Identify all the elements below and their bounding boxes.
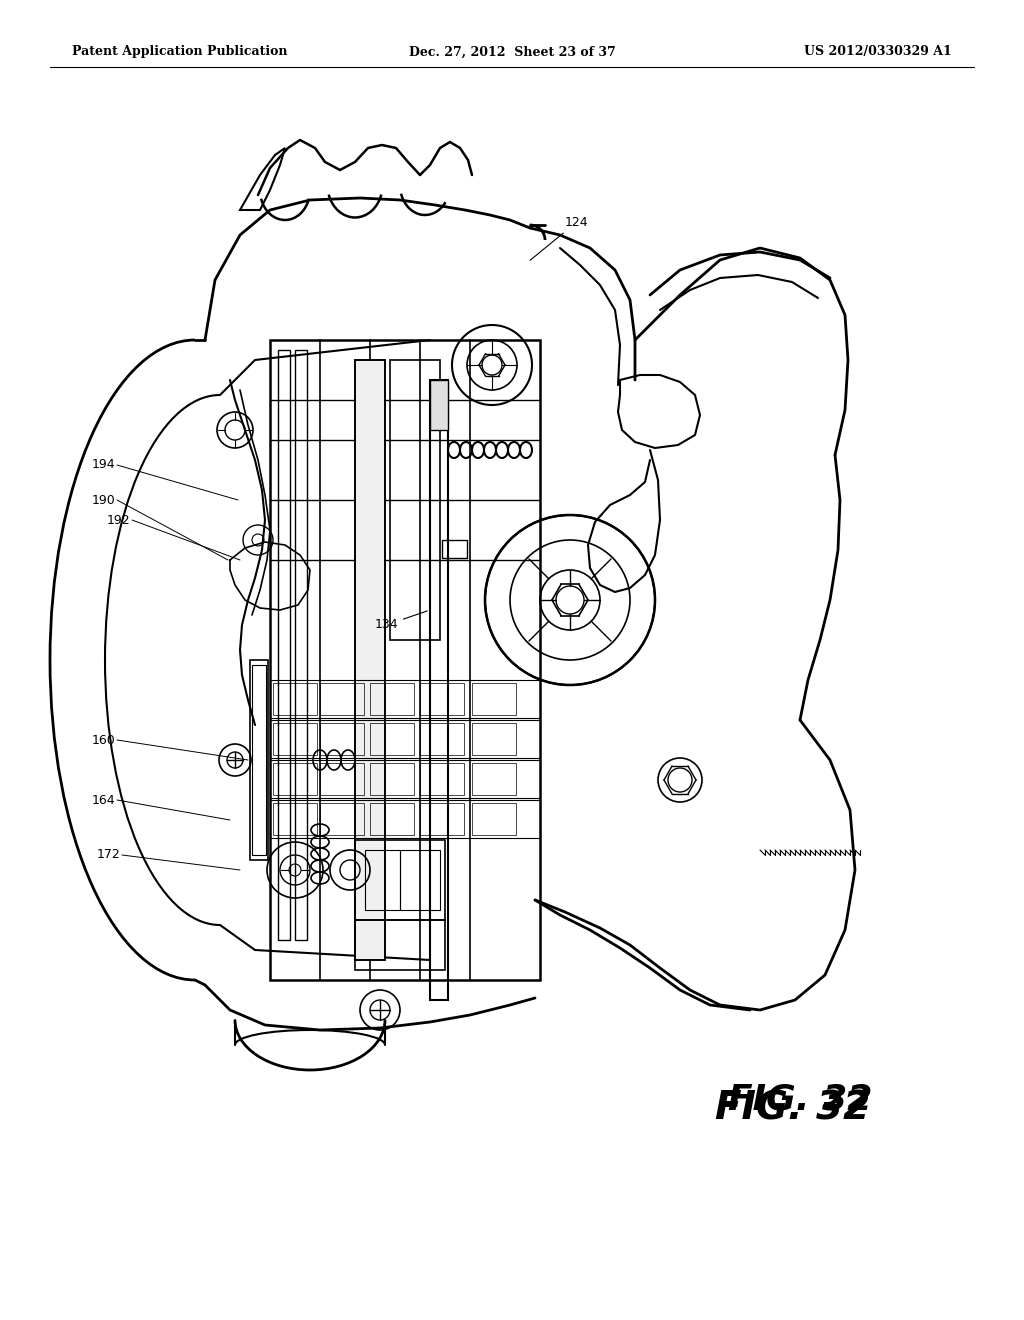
Bar (420, 723, 464, 755)
Bar (273, 682, 317, 715)
Bar (370, 723, 414, 755)
Bar (319, 682, 364, 715)
Bar (319, 723, 364, 755)
Bar (270, 760, 540, 799)
Bar (319, 803, 364, 836)
Bar (273, 803, 317, 836)
Text: Dec. 27, 2012  Sheet 23 of 37: Dec. 27, 2012 Sheet 23 of 37 (409, 45, 615, 58)
Text: 164: 164 (91, 793, 115, 807)
Text: US 2012/0330329 A1: US 2012/0330329 A1 (804, 45, 952, 58)
Bar (420, 682, 464, 715)
Bar (355, 360, 385, 960)
Text: FIG. 32: FIG. 32 (716, 1089, 870, 1127)
Bar (400, 850, 440, 909)
Bar (472, 803, 516, 836)
Text: 172: 172 (96, 849, 120, 862)
Bar (370, 763, 414, 795)
Text: 190: 190 (91, 494, 115, 507)
Bar (319, 763, 364, 795)
Bar (270, 341, 540, 979)
Bar (420, 763, 464, 795)
Bar (365, 850, 400, 909)
Text: Patent Application Publication: Patent Application Publication (72, 45, 288, 58)
Bar (472, 763, 516, 795)
Bar (252, 665, 266, 855)
Text: 160: 160 (91, 734, 115, 747)
Bar (355, 840, 445, 920)
Bar (278, 350, 290, 940)
Bar (370, 682, 414, 715)
Text: 134: 134 (375, 611, 427, 631)
Bar (270, 719, 540, 758)
Bar (355, 920, 445, 970)
Polygon shape (240, 148, 285, 210)
Bar (270, 800, 540, 838)
Text: 192: 192 (106, 513, 130, 527)
Bar (273, 763, 317, 795)
Bar (472, 723, 516, 755)
Bar (250, 660, 268, 861)
Bar (295, 350, 307, 940)
Bar (270, 680, 540, 718)
Bar (430, 380, 449, 1001)
Text: 124: 124 (530, 215, 589, 260)
Bar (472, 682, 516, 715)
Bar (370, 803, 414, 836)
Bar (355, 360, 385, 960)
Bar (430, 380, 449, 430)
Bar (420, 803, 464, 836)
Bar (442, 540, 467, 558)
Bar (273, 723, 317, 755)
Bar (390, 360, 440, 640)
Text: FIG. 32: FIG. 32 (728, 1082, 872, 1117)
Text: 194: 194 (91, 458, 115, 471)
